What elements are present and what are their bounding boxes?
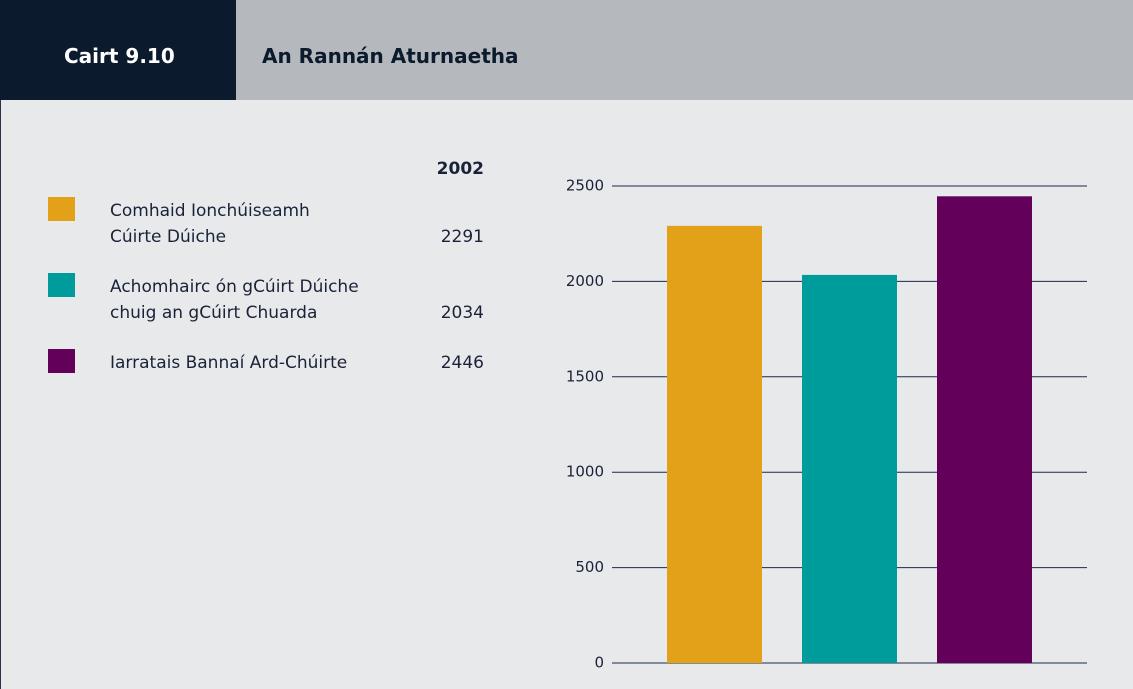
chart-label: Cairt 9.10 bbox=[64, 44, 175, 68]
y-tick-label: 2500 bbox=[566, 177, 604, 195]
legend-swatch bbox=[48, 349, 75, 373]
y-tick-label: 2000 bbox=[566, 272, 604, 290]
legend-value: 2291 bbox=[440, 227, 484, 247]
legend-swatch bbox=[48, 197, 75, 221]
bar bbox=[667, 225, 762, 663]
border bbox=[0, 100, 1, 689]
legend-value: 2034 bbox=[440, 303, 484, 323]
chart-title: An Rannán Aturnaetha bbox=[262, 44, 519, 68]
y-tick-label: 500 bbox=[575, 558, 604, 576]
bar bbox=[802, 274, 897, 663]
legend-label: Comhaid Ionchúiseamh Cúirte Dúiche bbox=[110, 201, 310, 247]
legend-label: Iarratais Bannaí Ard-Chúirte bbox=[110, 353, 348, 373]
legend-swatch bbox=[48, 273, 75, 297]
bar bbox=[937, 196, 1032, 663]
legend-label: Achomhairc ón gCúirt Dúiche chuig an gCú… bbox=[110, 277, 359, 323]
legend-value: 2446 bbox=[440, 353, 484, 373]
header-label-box bbox=[0, 0, 236, 100]
y-tick-label: 0 bbox=[594, 654, 604, 672]
column-header: 2002 bbox=[436, 159, 484, 179]
y-tick-label: 1000 bbox=[566, 463, 604, 481]
y-tick-label: 1500 bbox=[566, 367, 604, 385]
header-title-box bbox=[236, 0, 1133, 100]
